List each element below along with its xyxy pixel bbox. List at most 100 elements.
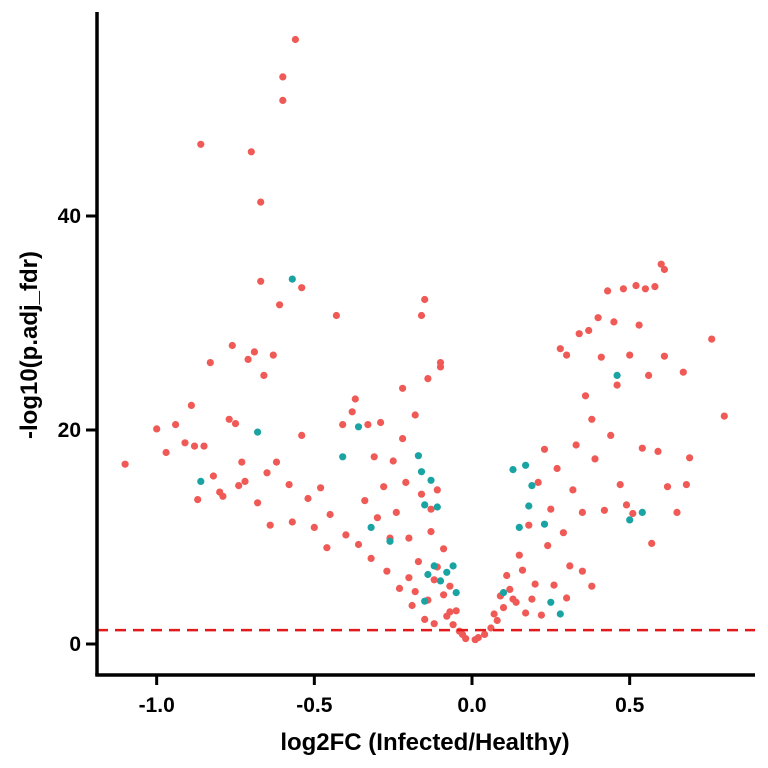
data-point <box>645 371 653 379</box>
data-point <box>392 508 400 516</box>
data-point <box>503 571 511 580</box>
data-point <box>194 496 202 504</box>
data-point <box>367 554 375 563</box>
data-point <box>522 609 530 617</box>
data-point <box>654 447 662 455</box>
data-point <box>553 464 561 473</box>
data-point <box>395 584 404 593</box>
data-point <box>487 624 495 632</box>
data-point <box>594 314 602 322</box>
axes-layer: -1.0 -0.5 0.0 0.5 0 20 40 <box>58 12 755 717</box>
data-point <box>591 455 599 463</box>
data-point <box>342 531 350 539</box>
data-point <box>187 401 195 409</box>
data-point <box>616 481 624 489</box>
x-tick-label: -0.5 <box>296 694 333 717</box>
data-point <box>515 551 523 559</box>
data-point <box>462 635 470 643</box>
data-point <box>206 359 214 367</box>
data-point <box>515 523 523 532</box>
y-tick-label: 40 <box>58 205 81 228</box>
data-point <box>641 285 650 293</box>
data-point <box>121 460 129 468</box>
data-point <box>200 442 208 450</box>
data-point <box>354 540 363 549</box>
data-point <box>575 330 583 338</box>
data-point <box>414 558 422 566</box>
data-point <box>269 351 277 359</box>
data-point <box>279 73 287 81</box>
data-point <box>651 283 659 291</box>
data-point <box>578 508 587 516</box>
data-point <box>430 576 438 584</box>
data-point <box>686 454 694 462</box>
data-point <box>405 534 413 542</box>
data-point <box>377 418 385 427</box>
data-point <box>235 482 243 490</box>
data-point <box>288 275 296 283</box>
data-point <box>679 368 687 376</box>
data-point <box>446 608 454 616</box>
data-point <box>528 482 536 490</box>
data-point <box>522 461 530 469</box>
y-axis-title: -log10(p.adj_fdr) <box>16 251 43 439</box>
data-point <box>581 392 590 400</box>
data-point <box>528 595 536 603</box>
data-point <box>364 421 372 429</box>
data-point <box>619 285 628 293</box>
data-point <box>449 621 457 629</box>
data-point <box>569 486 577 494</box>
data-point <box>298 284 306 292</box>
data-point <box>172 421 180 429</box>
data-point <box>556 345 564 353</box>
data-point <box>443 568 451 576</box>
data-point <box>421 501 429 509</box>
data-point <box>405 574 413 582</box>
data-point <box>638 508 646 516</box>
data-point <box>613 371 621 379</box>
data-point <box>512 598 520 606</box>
data-point <box>162 448 170 457</box>
data-point <box>440 591 448 599</box>
data-point <box>481 630 489 639</box>
data-point <box>260 371 268 379</box>
data-point <box>531 580 539 588</box>
data-point <box>181 439 189 447</box>
data-point <box>383 567 391 575</box>
data-point <box>238 458 246 466</box>
data-point <box>563 594 571 602</box>
data-point <box>298 431 306 439</box>
data-point <box>367 523 375 532</box>
data-point <box>197 477 205 485</box>
data-point <box>525 521 533 529</box>
data-point <box>604 287 612 295</box>
data-point <box>424 570 432 579</box>
data-point <box>682 481 691 489</box>
data-point <box>389 457 397 465</box>
x-tick-label: 0.0 <box>457 694 486 717</box>
data-point <box>588 582 596 590</box>
data-point <box>219 492 227 500</box>
y-tick-label: 20 <box>58 419 81 442</box>
data-point <box>421 295 429 304</box>
data-point <box>247 148 255 156</box>
data-point <box>648 539 656 548</box>
data-point <box>540 445 549 453</box>
data-point <box>153 425 161 433</box>
data-point <box>572 441 580 449</box>
data-point <box>427 505 435 513</box>
data-point <box>288 518 296 526</box>
data-point <box>626 351 634 359</box>
data-point <box>285 481 293 489</box>
data-point <box>380 483 388 491</box>
data-point <box>402 478 410 486</box>
data-point <box>708 335 716 343</box>
data-point <box>424 375 432 383</box>
data-point <box>446 582 454 590</box>
data-point <box>660 265 669 274</box>
data-point <box>518 566 527 574</box>
data-point <box>417 311 426 320</box>
data-point <box>600 506 609 514</box>
data-point <box>638 444 646 452</box>
data-point <box>417 468 426 476</box>
